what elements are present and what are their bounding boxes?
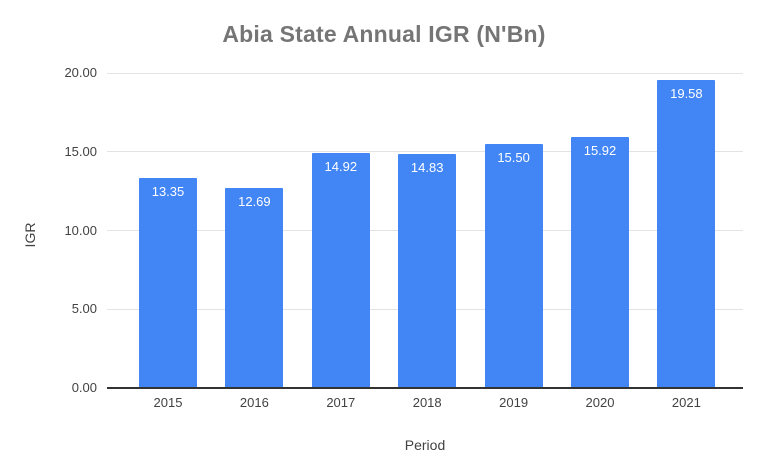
- plot-area: 13.35 12.69 14.92 14.83 15.50 15.92 19.58: [107, 72, 743, 389]
- bar-value-label: 14.83: [410, 160, 444, 176]
- bar-2018[interactable]: 14.83: [398, 154, 457, 388]
- y-tick-label: 15.00: [64, 143, 97, 159]
- x-tick-label: 2018: [412, 395, 442, 410]
- x-axis-title: Period: [404, 437, 446, 453]
- x-tick-label: 2016: [239, 395, 269, 410]
- x-tick-label: 2015: [153, 395, 183, 410]
- bar-2020[interactable]: 15.92: [571, 137, 629, 388]
- gridline: [107, 151, 743, 153]
- gridline: [107, 72, 743, 74]
- x-tick-label: 2020: [585, 395, 615, 410]
- bar-value-label: 12.69: [238, 194, 271, 210]
- y-tick-label: 5.00: [71, 301, 97, 317]
- bar-2016[interactable]: 12.69: [225, 188, 284, 388]
- y-tick-label: 20.00: [64, 65, 97, 80]
- bar-2017[interactable]: 14.92: [311, 153, 370, 388]
- x-axis-baseline: [107, 387, 743, 389]
- bar-value-label: 15.92: [583, 143, 617, 159]
- x-tick-label: 2017: [326, 395, 356, 410]
- bar-2021[interactable]: 19.58: [657, 79, 716, 388]
- bar-2019[interactable]: 15.50: [484, 143, 543, 388]
- y-tick-label: 10.00: [64, 222, 97, 238]
- bar-value-label: 13.35: [151, 183, 185, 199]
- y-tick-label: 0.00: [71, 380, 97, 395]
- bar-value-label: 19.58: [670, 85, 703, 101]
- x-tick-label: 2021: [671, 395, 701, 410]
- x-tick-label: 2019: [499, 395, 529, 410]
- bar-value-label: 15.50: [497, 149, 530, 165]
- bar-value-label: 14.92: [324, 159, 358, 175]
- chart-title: Abia State Annual IGR (N'Bn): [222, 21, 546, 47]
- bar-2015[interactable]: 13.35: [139, 177, 197, 388]
